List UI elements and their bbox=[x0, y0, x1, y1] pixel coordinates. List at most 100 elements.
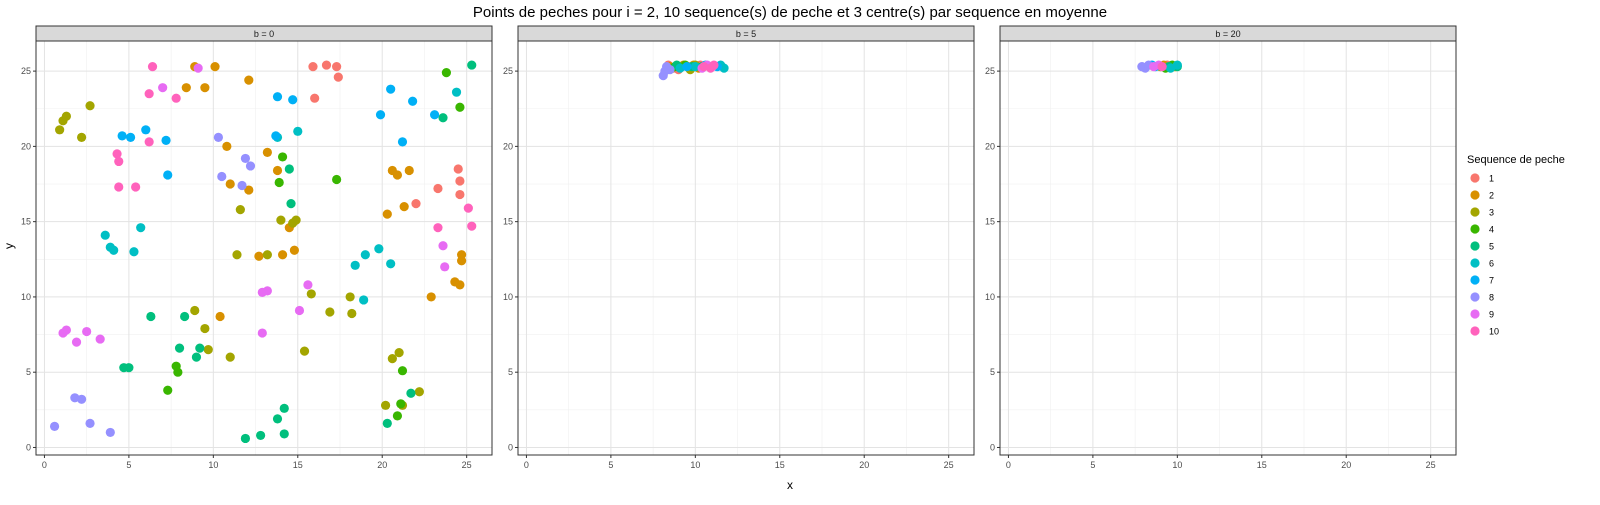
data-point bbox=[310, 94, 319, 103]
y-tick-label: 0 bbox=[990, 442, 995, 452]
data-point bbox=[334, 73, 343, 82]
data-point bbox=[161, 136, 170, 145]
x-tick-label: 0 bbox=[524, 460, 529, 470]
legend-label: 6 bbox=[1489, 259, 1494, 269]
data-point bbox=[347, 309, 356, 318]
data-point bbox=[285, 164, 294, 173]
panel-background bbox=[518, 41, 974, 455]
data-point bbox=[145, 89, 154, 98]
data-point bbox=[280, 404, 289, 413]
y-tick-label: 15 bbox=[503, 217, 513, 227]
data-point bbox=[351, 261, 360, 270]
data-point bbox=[405, 166, 414, 175]
y-tick-label: 15 bbox=[21, 217, 31, 227]
x-tick-label: 10 bbox=[1172, 460, 1182, 470]
data-point bbox=[263, 250, 272, 259]
data-point bbox=[273, 92, 282, 101]
data-point bbox=[386, 259, 395, 268]
x-tick-label: 25 bbox=[462, 460, 472, 470]
data-point bbox=[665, 65, 674, 74]
data-point bbox=[96, 334, 105, 343]
facet-strip-label: b = 20 bbox=[1215, 29, 1240, 39]
data-point bbox=[62, 112, 71, 121]
data-point bbox=[173, 368, 182, 377]
data-point bbox=[374, 244, 383, 253]
data-point bbox=[214, 133, 223, 142]
legend-key bbox=[1470, 241, 1479, 250]
y-tick-label: 5 bbox=[26, 367, 31, 377]
data-point bbox=[398, 366, 407, 375]
data-point bbox=[204, 345, 213, 354]
legend-label: 4 bbox=[1489, 225, 1494, 235]
data-point bbox=[440, 262, 449, 271]
data-point bbox=[241, 154, 250, 163]
data-point bbox=[291, 216, 300, 225]
data-point bbox=[175, 344, 184, 353]
data-point bbox=[346, 292, 355, 301]
data-point bbox=[427, 292, 436, 301]
data-point bbox=[467, 60, 476, 69]
data-point bbox=[464, 204, 473, 213]
x-tick-label: 5 bbox=[1090, 460, 1095, 470]
data-point bbox=[455, 103, 464, 112]
data-point bbox=[190, 306, 199, 315]
data-point bbox=[467, 222, 476, 231]
data-point bbox=[300, 347, 309, 356]
y-tick-label: 5 bbox=[990, 367, 995, 377]
legend-label: 2 bbox=[1489, 191, 1494, 201]
legend-label: 1 bbox=[1489, 174, 1494, 184]
data-point bbox=[307, 289, 316, 298]
data-point bbox=[393, 170, 402, 179]
data-point bbox=[273, 414, 282, 423]
data-point bbox=[278, 152, 287, 161]
data-point bbox=[194, 63, 203, 72]
data-point bbox=[114, 157, 123, 166]
data-point bbox=[293, 127, 302, 136]
data-point bbox=[361, 250, 370, 259]
panel-background bbox=[1000, 41, 1456, 455]
data-point bbox=[241, 434, 250, 443]
data-point bbox=[406, 389, 415, 398]
data-point bbox=[236, 205, 245, 214]
x-tick-label: 20 bbox=[1341, 460, 1351, 470]
data-point bbox=[308, 62, 317, 71]
data-point bbox=[433, 223, 442, 232]
data-point bbox=[398, 137, 407, 146]
data-point bbox=[322, 60, 331, 69]
data-point bbox=[288, 95, 297, 104]
x-tick-label: 0 bbox=[42, 460, 47, 470]
data-point bbox=[395, 348, 404, 357]
data-point bbox=[256, 431, 265, 440]
data-point bbox=[383, 210, 392, 219]
data-point bbox=[1158, 62, 1167, 71]
y-tick-label: 10 bbox=[503, 292, 513, 302]
data-point bbox=[118, 131, 127, 140]
data-point bbox=[85, 101, 94, 110]
data-point bbox=[226, 179, 235, 188]
facet-panel: b = 0 0 5 10 15 20 25 0 5 10 15 20 25 bbox=[21, 26, 492, 470]
facet-strip-label: b = 0 bbox=[254, 29, 274, 39]
data-point bbox=[131, 182, 140, 191]
y-tick-label: 20 bbox=[503, 141, 513, 151]
data-point bbox=[109, 246, 118, 255]
x-tick-label: 15 bbox=[293, 460, 303, 470]
legend-label: 10 bbox=[1489, 327, 1499, 337]
data-point bbox=[192, 353, 201, 362]
data-point bbox=[393, 411, 402, 420]
data-point bbox=[217, 172, 226, 181]
data-point bbox=[290, 246, 299, 255]
facet-panel: b = 50 5 10 15 20 250510152025 bbox=[503, 26, 974, 470]
legend-key bbox=[1470, 292, 1479, 301]
x-tick-label: 20 bbox=[377, 460, 387, 470]
y-tick-label: 25 bbox=[985, 66, 995, 76]
data-point bbox=[455, 176, 464, 185]
panels-layer: b = 0 0 5 10 15 20 25 0 5 10 15 20 25 b = 5 0 5 10 15 20 25… bbox=[21, 26, 1456, 470]
data-point bbox=[438, 241, 447, 250]
legend-key bbox=[1470, 309, 1479, 318]
data-point bbox=[271, 131, 280, 140]
y-tick-label: 0 bbox=[508, 442, 513, 452]
data-point bbox=[163, 386, 172, 395]
data-point bbox=[408, 97, 417, 106]
data-point bbox=[136, 223, 145, 232]
